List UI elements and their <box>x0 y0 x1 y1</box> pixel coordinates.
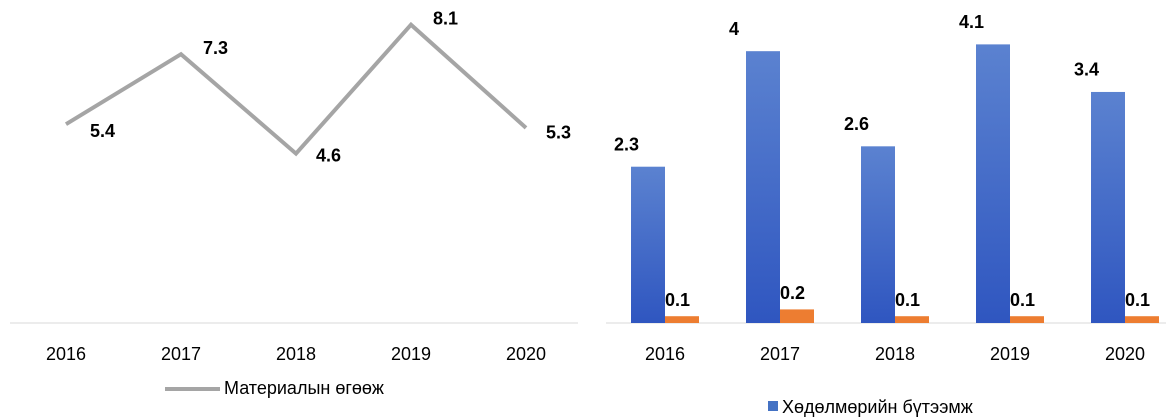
data-label: 5.3 <box>546 123 571 143</box>
data-label: 7.3 <box>203 38 228 58</box>
data-label: 3.4 <box>1074 60 1099 80</box>
data-label: 4.6 <box>316 145 341 165</box>
legend-label: Материалын өгөөж <box>224 378 384 398</box>
bar <box>976 44 1010 324</box>
data-label: 0.1 <box>665 290 690 310</box>
x-tick-label: 2016 <box>645 344 685 364</box>
data-label: 0.1 <box>1010 290 1035 310</box>
data-label: 4 <box>729 19 739 39</box>
bar <box>665 316 699 323</box>
data-label: 0.1 <box>1125 290 1150 310</box>
x-tick-label: 2018 <box>875 344 915 364</box>
data-label: 0.1 <box>895 290 920 310</box>
data-label: 4.1 <box>959 12 984 32</box>
data-label: 2.3 <box>614 134 639 154</box>
data-label: 5.4 <box>90 121 115 141</box>
bar <box>1091 91 1125 323</box>
data-label: 0.2 <box>780 283 805 303</box>
line <box>64 21 528 157</box>
bar <box>1010 316 1044 323</box>
bar <box>631 166 665 323</box>
x-tick-label: 2016 <box>46 344 86 364</box>
legend-swatch <box>768 401 778 411</box>
bar <box>861 146 895 323</box>
bar <box>895 316 929 323</box>
x-tick-label: 2018 <box>276 344 316 364</box>
x-tick-label: 2020 <box>506 344 546 364</box>
bar <box>1125 316 1159 323</box>
bar <box>746 51 780 323</box>
data-label: 8.1 <box>433 8 458 28</box>
x-tick-label: 2017 <box>161 344 201 364</box>
bar <box>780 309 814 323</box>
legend-label: Хөдөлмөрийн бүтээмж <box>782 397 973 417</box>
x-tick-label: 2019 <box>990 344 1030 364</box>
x-tick-label: 2019 <box>391 344 431 364</box>
x-tick-label: 2020 <box>1105 344 1145 364</box>
data-label: 2.6 <box>844 114 869 134</box>
x-tick-label: 2017 <box>760 344 800 364</box>
